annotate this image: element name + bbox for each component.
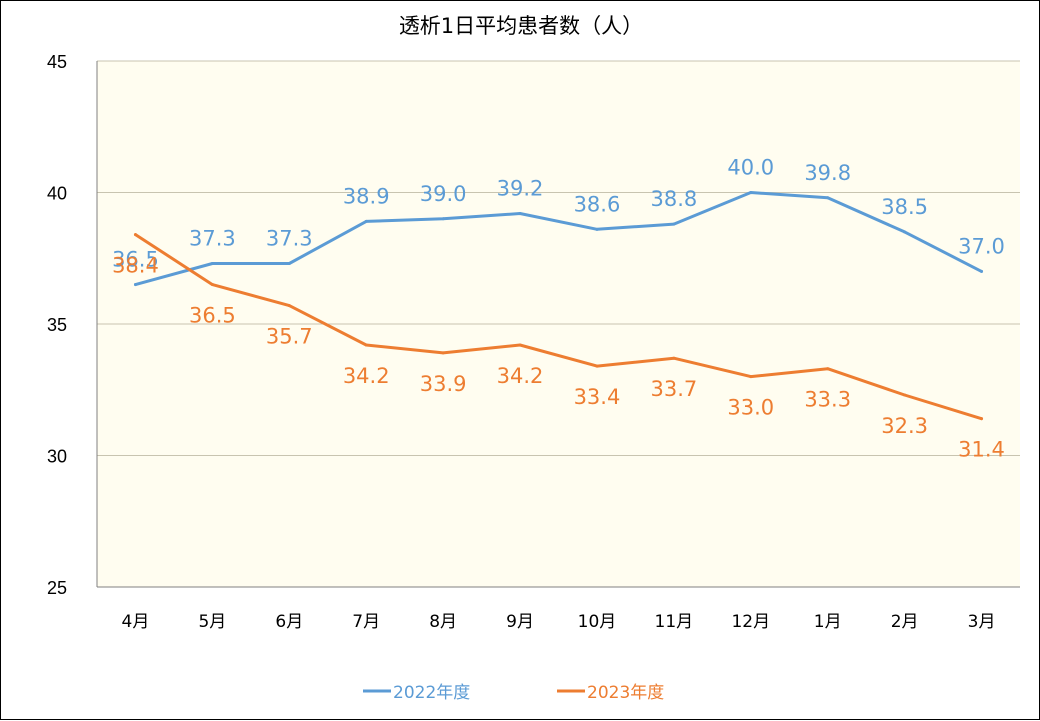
data-point xyxy=(980,269,984,273)
data-point xyxy=(210,262,214,266)
data-point xyxy=(287,304,291,308)
x-tick-label: 4月 xyxy=(122,612,150,632)
data-point xyxy=(364,343,368,347)
data-point xyxy=(210,283,214,287)
legend-item: 2023年度 xyxy=(557,683,664,703)
data-label: 38.4 xyxy=(112,254,159,278)
data-point xyxy=(287,262,291,266)
data-label: 38.8 xyxy=(650,187,697,211)
data-label: 39.8 xyxy=(804,161,851,185)
x-tick-label: 10月 xyxy=(578,612,617,632)
y-tick-label: 35 xyxy=(47,315,67,335)
data-label: 34.2 xyxy=(343,364,390,388)
data-label: 37.3 xyxy=(189,227,236,251)
y-tick-label: 25 xyxy=(47,578,67,598)
data-point xyxy=(518,343,522,347)
data-point xyxy=(903,230,907,234)
x-tick-label: 12月 xyxy=(731,612,770,632)
data-point xyxy=(595,227,599,231)
data-point xyxy=(441,351,445,355)
data-label: 32.3 xyxy=(881,414,928,438)
x-axis: 4月 5月 6月 7月 8月 9月 10月 11月 12月 1月 2月 3月 xyxy=(97,586,1020,632)
legend: 2022年度 2023年度 xyxy=(363,683,664,703)
x-tick-label: 6月 xyxy=(275,612,303,632)
data-point xyxy=(672,356,676,360)
data-point xyxy=(133,283,137,287)
series-line-1 xyxy=(134,191,983,287)
data-point xyxy=(595,364,599,368)
data-point xyxy=(903,393,907,397)
data-label: 31.4 xyxy=(958,438,1005,462)
data-point xyxy=(441,217,445,221)
data-label: 39.2 xyxy=(497,177,544,201)
data-point xyxy=(672,222,676,226)
data-label: 38.9 xyxy=(343,184,390,208)
data-label: 36.5 xyxy=(189,304,236,328)
x-tick-label: 3月 xyxy=(968,612,996,632)
data-label: 37.3 xyxy=(266,227,313,251)
x-tick-label: 5月 xyxy=(198,612,226,632)
data-label: 35.7 xyxy=(266,325,313,349)
y-tick-label: 30 xyxy=(47,447,67,467)
data-point xyxy=(749,375,753,379)
x-tick-label: 7月 xyxy=(352,612,380,632)
x-tick-label: 1月 xyxy=(814,612,842,632)
data-point xyxy=(518,212,522,216)
data-label: 37.0 xyxy=(958,234,1005,258)
legend-item: 2022年度 xyxy=(363,683,470,703)
data-point xyxy=(980,417,984,421)
data-point xyxy=(364,219,368,223)
y-tick-label: 45 xyxy=(47,52,67,72)
x-tick-label: 2月 xyxy=(891,612,919,632)
y-tick-label: 40 xyxy=(47,184,67,204)
series-line-2 xyxy=(134,233,983,421)
data-point xyxy=(749,191,753,194)
data-labels: 36.5 37.3 37.3 38.9 39.0 39.2 38.6 38.8 40.0 39.8… xyxy=(112,156,1005,462)
data-label: 38.5 xyxy=(881,195,928,219)
data-label: 36.5 xyxy=(112,248,159,272)
legend-label: 2022年度 xyxy=(393,683,470,703)
x-tick-label: 8月 xyxy=(429,612,457,632)
data-label: 39.0 xyxy=(420,182,467,206)
data-label: 38.6 xyxy=(574,192,621,216)
x-tick-label: 9月 xyxy=(506,612,534,632)
chart-title: 透析1日平均患者数（人） xyxy=(399,14,643,38)
data-point xyxy=(133,233,137,237)
x-tick-label: 11月 xyxy=(655,612,694,632)
legend-label: 2023年度 xyxy=(587,683,664,703)
data-label: 33.7 xyxy=(650,377,697,401)
data-point xyxy=(826,196,830,200)
data-point xyxy=(826,367,830,371)
data-label: 33.0 xyxy=(727,396,774,420)
data-label: 40.0 xyxy=(727,156,774,180)
data-label: 33.3 xyxy=(804,388,851,412)
data-label: 33.9 xyxy=(420,372,467,396)
data-label: 34.2 xyxy=(497,364,544,388)
series-group xyxy=(133,191,984,421)
gridlines xyxy=(97,60,1020,456)
y-axis: 25 30 35 40 45 xyxy=(47,52,98,598)
data-label: 33.4 xyxy=(574,385,621,409)
